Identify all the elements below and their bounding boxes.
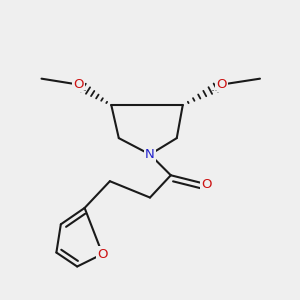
Text: ···: ··· bbox=[210, 88, 218, 97]
Text: O: O bbox=[201, 178, 212, 191]
Text: ···: ··· bbox=[82, 88, 90, 97]
Text: N: N bbox=[145, 148, 155, 161]
Text: O: O bbox=[97, 248, 108, 260]
Text: O: O bbox=[74, 78, 84, 91]
Text: O: O bbox=[216, 78, 226, 91]
